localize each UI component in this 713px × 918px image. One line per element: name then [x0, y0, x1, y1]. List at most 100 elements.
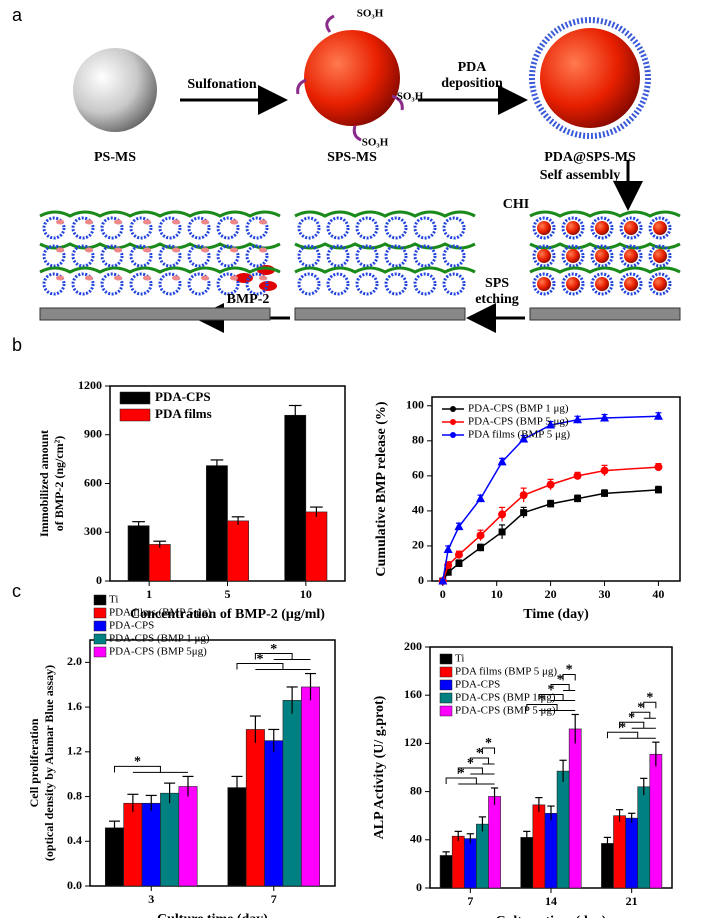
bmp	[56, 247, 64, 253]
shell	[129, 244, 153, 268]
bar	[141, 802, 161, 887]
shell	[561, 272, 585, 296]
legend-swatch	[93, 646, 107, 658]
x-tick-label: 10	[491, 587, 503, 601]
shell	[158, 244, 182, 268]
shell	[71, 272, 95, 296]
legend-swatch	[93, 633, 107, 645]
bar	[160, 792, 180, 887]
bar	[305, 511, 328, 582]
legend-label: PDA-CPS (BMP 5μg)	[109, 646, 207, 658]
x-tick-label: 7	[271, 892, 277, 906]
shell	[100, 244, 124, 268]
bmp	[114, 219, 122, 225]
bmp	[230, 275, 238, 281]
y-tick-label: 2.0	[67, 654, 82, 668]
core	[537, 249, 551, 263]
core	[653, 221, 667, 235]
y-tick-label: 0	[418, 573, 424, 587]
core	[537, 277, 551, 291]
shell	[158, 216, 182, 240]
significance: *	[256, 652, 263, 667]
bracket	[526, 703, 576, 711]
core	[595, 221, 609, 235]
legend-label: PDA-CPS	[455, 679, 500, 691]
core	[537, 221, 551, 235]
label: SPS	[485, 276, 509, 291]
bracket	[481, 747, 496, 754]
shell	[561, 244, 585, 268]
y-tick-label: 0.4	[67, 833, 82, 847]
legend-label: PDA films	[155, 406, 212, 421]
shell	[297, 216, 321, 240]
legend-swatch	[439, 692, 453, 704]
bmp	[172, 275, 180, 281]
legend-label: PDA films (BMP 5 μg)	[455, 666, 557, 678]
y-tick-label: 0	[416, 880, 422, 894]
shell	[297, 244, 321, 268]
bmp	[172, 219, 180, 225]
legend-label: PDA-CPS (BMP 5 μg)	[455, 705, 556, 717]
y-tick-label: 600	[84, 475, 102, 489]
marker	[476, 531, 485, 540]
shell	[648, 272, 672, 296]
bar	[282, 700, 302, 887]
legend-swatch	[439, 666, 453, 678]
bar	[532, 804, 546, 889]
y-axis-label: ALP Activity (U/ g.prot)	[372, 695, 387, 839]
bmp	[85, 275, 93, 281]
ps-sphere	[73, 48, 157, 132]
shell	[648, 244, 672, 268]
bar	[301, 686, 320, 887]
bracket	[445, 777, 495, 785]
shell	[590, 216, 614, 240]
panel-label: b	[12, 335, 22, 355]
core	[653, 277, 667, 291]
x-tick-label: 30	[599, 587, 611, 601]
bar	[601, 843, 614, 889]
sps-sphere	[304, 30, 400, 126]
bar	[568, 728, 582, 889]
chains	[296, 14, 404, 142]
bar	[613, 815, 626, 889]
bmp	[143, 247, 151, 253]
bracket	[538, 693, 576, 701]
bracket	[643, 701, 657, 709]
bar	[227, 520, 249, 582]
y-tick-label: 900	[84, 427, 102, 441]
marker	[600, 413, 610, 422]
core	[595, 249, 609, 263]
x-tick-label: 0	[440, 587, 446, 601]
significance: *	[458, 766, 465, 781]
y-tick-label: 300	[84, 524, 102, 538]
shell	[442, 244, 466, 268]
legend-swatch	[119, 408, 151, 422]
bracket	[469, 757, 495, 765]
substrate	[39, 307, 271, 321]
shell	[442, 216, 466, 240]
x-axis-label: Culture time (day)	[496, 914, 607, 918]
label: SO₃H	[362, 137, 389, 149]
marker	[519, 491, 528, 500]
bracket	[562, 673, 576, 681]
legend-swatch	[93, 607, 107, 619]
marker	[476, 493, 486, 503]
bmp	[230, 219, 238, 225]
bar	[227, 787, 247, 887]
core	[595, 277, 609, 291]
shell	[442, 272, 466, 296]
shell	[590, 244, 614, 268]
shell	[129, 216, 153, 240]
shell	[245, 216, 269, 240]
shell	[619, 216, 643, 240]
y-tick-label: 80	[412, 433, 424, 447]
bracket	[457, 767, 495, 775]
legend-swatch	[93, 594, 107, 606]
label: etching	[475, 292, 519, 307]
shell	[384, 244, 408, 268]
bar	[637, 786, 651, 889]
bracket	[114, 765, 188, 773]
shell	[187, 244, 211, 268]
label: PS-MS	[94, 150, 136, 165]
x-axis-label: Concentration of BMP-2 (μg/ml)	[130, 607, 325, 622]
